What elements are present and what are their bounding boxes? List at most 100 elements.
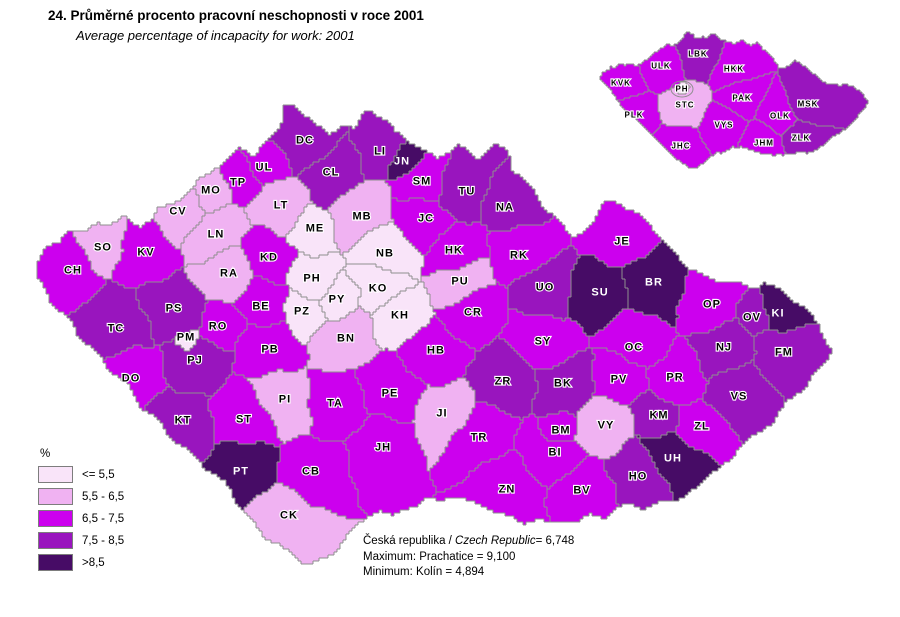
stats-block: Česká republika / Czech Republic= 6,748 …: [363, 534, 574, 581]
region-label-ULK: ULK: [651, 62, 670, 71]
district-label-HO: HO: [629, 471, 648, 483]
region-label-STC: STC: [676, 101, 695, 110]
district-label-PY: PY: [329, 294, 346, 306]
district-label-PJ: PJ: [187, 355, 202, 367]
region-label-LBK: LBK: [688, 50, 707, 59]
region-fill-class-1: [676, 82, 690, 94]
region-borders: [599, 31, 869, 169]
region-label-OLK: OLK: [770, 112, 790, 121]
region-label-PAK: PAK: [732, 94, 751, 103]
district-fill-class-5: [202, 141, 817, 510]
district-label-BI: BI: [549, 447, 562, 459]
district-label-KV: KV: [137, 247, 154, 259]
district-label-PT: PT: [233, 466, 249, 478]
legend-swatch-4: [38, 532, 73, 549]
district-label-PS: PS: [166, 303, 183, 315]
district-label-PM: PM: [177, 332, 196, 344]
district-label-BK: BK: [554, 378, 572, 390]
stats-maximum: Maximum: Prachatice = 9,100: [363, 550, 516, 563]
region-label-ZLK: ZLK: [792, 134, 811, 143]
district-fill-class-1: [175, 204, 436, 351]
stats-country: Česká republika / Czech Republic= 6,748: [363, 535, 575, 547]
legend-swatch-3: [38, 510, 73, 527]
district-fill-class-2: [73, 168, 634, 564]
district-label-PI: PI: [279, 394, 291, 406]
region-outline-PH: [670, 80, 694, 98]
legend: % <= 5,5 5,5 - 6,5 6,5 - 7,5 7,5 - 8,5 >…: [38, 448, 124, 576]
region-label-KVK: KVK: [611, 79, 631, 88]
district-label-HK: HK: [445, 245, 463, 257]
district-label-CR: CR: [464, 307, 482, 319]
district-label-DO: DO: [122, 373, 141, 385]
district-label-UL: UL: [256, 162, 273, 174]
district-borders: [36, 104, 833, 565]
legend-row: <= 5,5: [38, 466, 124, 483]
region-label-MSK: MSK: [798, 100, 819, 109]
district-label-BN: BN: [337, 333, 355, 345]
district-label-VS: VS: [731, 391, 748, 403]
district-label-KO: KO: [369, 283, 388, 295]
district-label-TC: TC: [108, 323, 125, 335]
district-label-CV: CV: [169, 206, 186, 218]
district-label-DC: DC: [296, 135, 314, 147]
district-label-BM: BM: [551, 425, 570, 437]
district-label-CL: CL: [323, 167, 340, 179]
district-label-NB: NB: [376, 248, 394, 260]
legend-row: 7,5 - 8,5: [38, 532, 124, 549]
district-label-JE: JE: [614, 236, 629, 248]
district-label-KM: KM: [649, 410, 668, 422]
region-label-VYS: VYS: [714, 121, 733, 130]
district-label-PZ: PZ: [294, 306, 310, 318]
legend-row: 5,5 - 6,5: [38, 488, 124, 505]
legend-label-2: 5,5 - 6,5: [82, 490, 125, 503]
district-label-RK: RK: [510, 250, 528, 262]
district-label-TU: TU: [459, 186, 476, 198]
district-label-SU: SU: [591, 287, 608, 299]
legend-label-5: >8,5: [82, 556, 105, 569]
legend-label-4: 7,5 - 8,5: [82, 534, 125, 547]
district-label-RO: RO: [209, 321, 228, 333]
district-label-PR: PR: [666, 372, 683, 384]
district-label-KT: KT: [175, 415, 192, 427]
district-label-JC: JC: [418, 213, 434, 225]
district-label-VY: VY: [598, 420, 615, 432]
district-label-SY: SY: [535, 336, 552, 348]
map-subtitle: Average percentage of incapacity for wor…: [76, 28, 355, 43]
district-fill-class-3: [37, 141, 748, 525]
district-label-PE: PE: [382, 388, 399, 400]
district-label-KD: KD: [260, 252, 278, 264]
legend-unit-label: %: [40, 448, 51, 460]
district-label-HB: HB: [427, 345, 445, 357]
district-label-UH: UH: [664, 453, 682, 465]
region-fill-class-3: [600, 40, 798, 168]
district-label-MB: MB: [352, 211, 371, 223]
district-label-FM: FM: [775, 347, 793, 359]
district-label-UO: UO: [536, 282, 555, 294]
district-label-RA: RA: [220, 268, 238, 280]
region-label-JHC: JHC: [671, 142, 690, 151]
district-label-ST: ST: [236, 414, 252, 426]
district-label-LN: LN: [208, 229, 225, 241]
region-label-JHM: JHM: [754, 139, 774, 148]
district-label-OV: OV: [743, 312, 761, 324]
legend-label-1: <= 5,5: [82, 468, 115, 481]
district-label-NJ: NJ: [716, 342, 732, 354]
district-label-PV: PV: [611, 374, 628, 386]
district-label-KI: KI: [772, 308, 785, 320]
legend-row: >8,5: [38, 554, 124, 571]
region-fill-class-4: [674, 32, 868, 154]
district-label-PH: PH: [303, 273, 320, 285]
district-label-OC: OC: [625, 342, 644, 354]
legend-swatch-2: [38, 488, 73, 505]
legend-swatch-1: [38, 466, 73, 483]
district-label-BR: BR: [645, 277, 663, 289]
district-label-ZL: ZL: [694, 421, 709, 433]
district-label-MO: MO: [201, 185, 221, 197]
map-title: 24. Průměrné procento pracovní neschopno…: [48, 8, 424, 23]
district-label-KH: KH: [391, 310, 409, 322]
district-label-PB: PB: [261, 344, 278, 356]
stats-minimum: Minimum: Kolín = 4,894: [363, 566, 485, 578]
district-label-TP: TP: [230, 177, 246, 189]
